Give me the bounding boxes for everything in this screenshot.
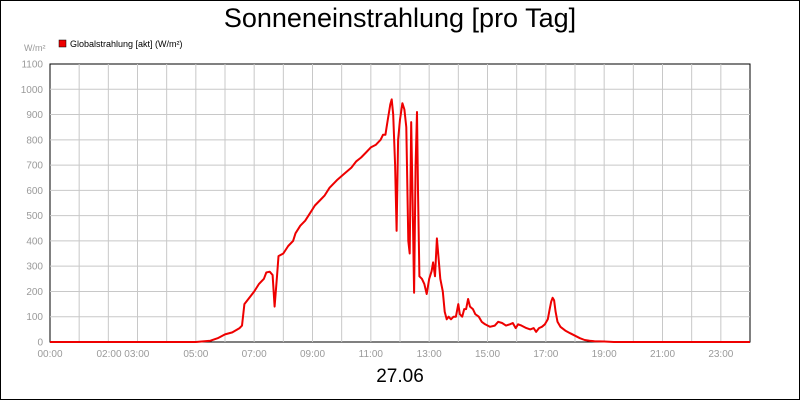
y-tick-label: 700 [26,161,43,172]
y-tick-label: 400 [26,236,43,247]
chart-title: Sonneneinstrahlung [pro Tag] [223,3,577,33]
y-tick-label: 0 [37,338,43,349]
x-tick-label: 13:00 [417,349,442,360]
x-tick-label: 15:00 [475,349,500,360]
y-tick-label: 500 [26,211,43,222]
y-tick-label: 1100 [21,60,43,71]
series-line-globalstrahlung [50,98,750,343]
y-tick-label: 300 [26,262,43,273]
y-tick-label: 100 [26,312,43,323]
date-label: 27.06 [376,366,424,387]
y-tick-label: 200 [26,287,43,298]
legend-label: Globalstrahlung [akt] (W/m²) [70,39,183,49]
x-tick-label: 23:00 [708,349,733,360]
x-tick-label: 07:00 [242,349,267,360]
series-layer [50,98,750,343]
x-tick-label: 00:00 [37,349,62,360]
y-tick-label: 1000 [21,85,44,96]
y-tick-label: 600 [26,186,43,197]
x-tick-label: 05:00 [183,349,208,360]
y-axis-ticks: 0 100 200 300 400 500 600 700 800 900 1000 1100 [21,60,44,349]
y-axis-unit: W/m² [24,43,46,53]
x-tick-label: 21:00 [650,349,675,360]
x-tick-label: 19:00 [592,349,617,360]
x-tick-label: 11:00 [359,349,384,360]
x-tick-label: 17:00 [533,349,558,360]
legend-swatch [58,39,67,48]
grid-lines [50,64,750,342]
y-tick-label: 800 [26,135,43,146]
x-axis-ticks: 00:00 02:00 03:00 05:00 07:00 09:00 11:00 13:0… [37,349,733,360]
x-tick-label: 09:00 [300,349,325,360]
x-tick-label: 02:00 03:00 [97,349,150,360]
legend: Globalstrahlung [akt] (W/m²) [58,39,183,49]
y-tick-label: 900 [26,110,43,121]
